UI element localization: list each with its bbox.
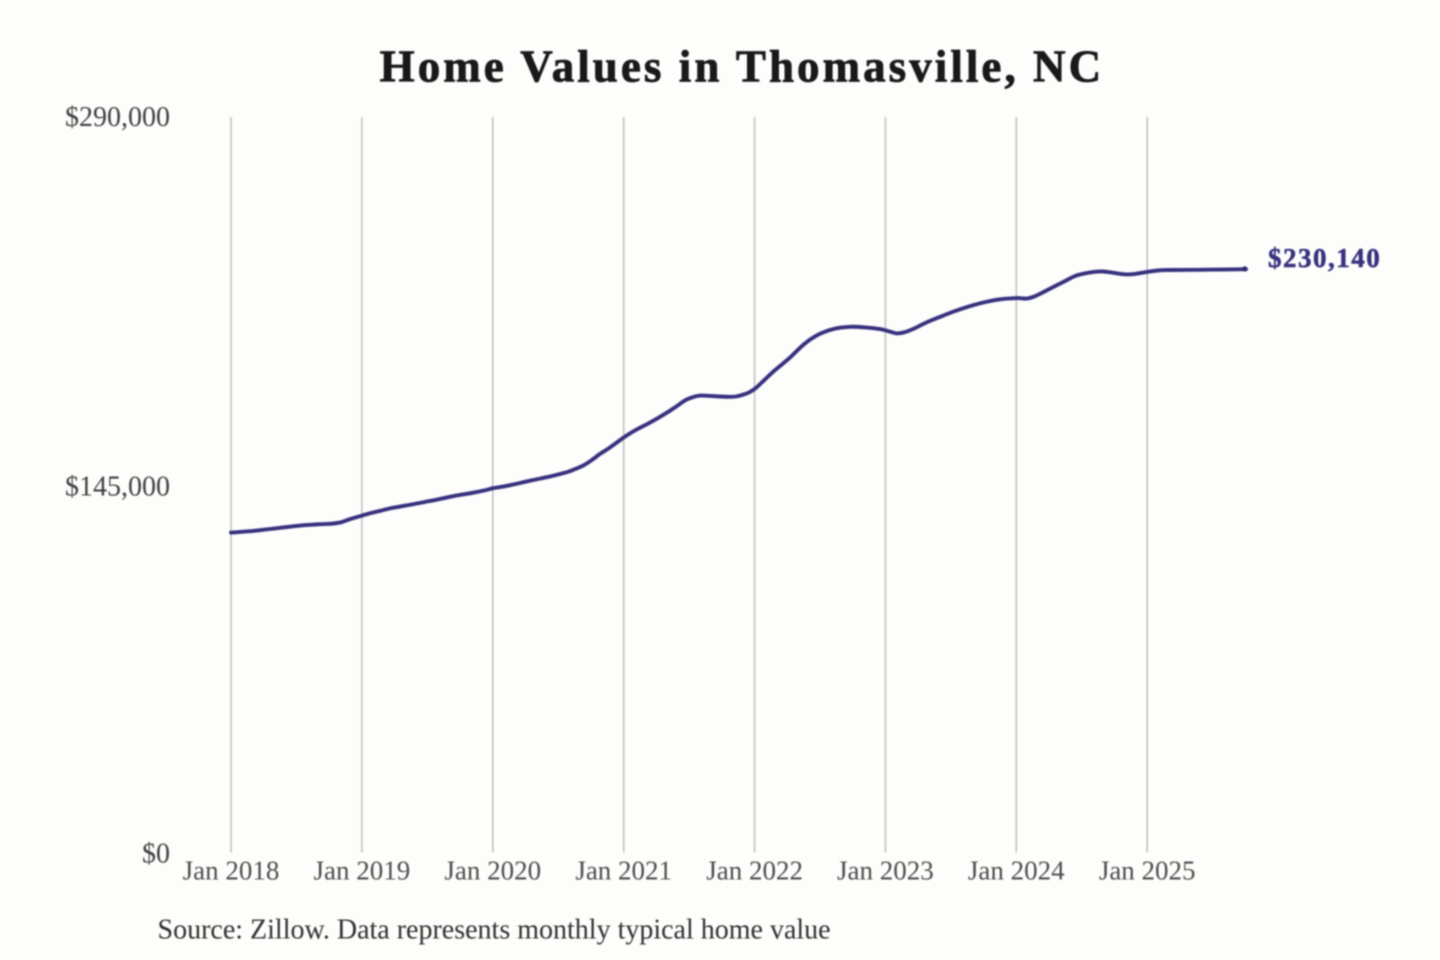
svg-text:Jan 2025: Jan 2025 (1099, 855, 1196, 885)
svg-text:Jan 2023: Jan 2023 (837, 855, 934, 885)
svg-text:$0: $0 (142, 839, 170, 870)
svg-text:$290,000: $290,000 (65, 102, 170, 133)
svg-text:$145,000: $145,000 (65, 471, 170, 502)
svg-text:Jan 2019: Jan 2019 (314, 855, 411, 885)
svg-text:Jan 2018: Jan 2018 (183, 855, 280, 885)
svg-text:$230,140: $230,140 (1268, 243, 1381, 273)
svg-text:Jan 2021: Jan 2021 (575, 855, 672, 885)
svg-text:Home Values in Thomasville, NC: Home Values in Thomasville, NC (380, 41, 1105, 91)
svg-text:Source: Zillow. Data represent: Source: Zillow. Data represents monthly … (158, 915, 831, 946)
svg-text:Jan 2022: Jan 2022 (706, 855, 803, 885)
svg-text:Jan 2024: Jan 2024 (968, 855, 1065, 885)
svg-text:Jan 2020: Jan 2020 (444, 855, 541, 885)
